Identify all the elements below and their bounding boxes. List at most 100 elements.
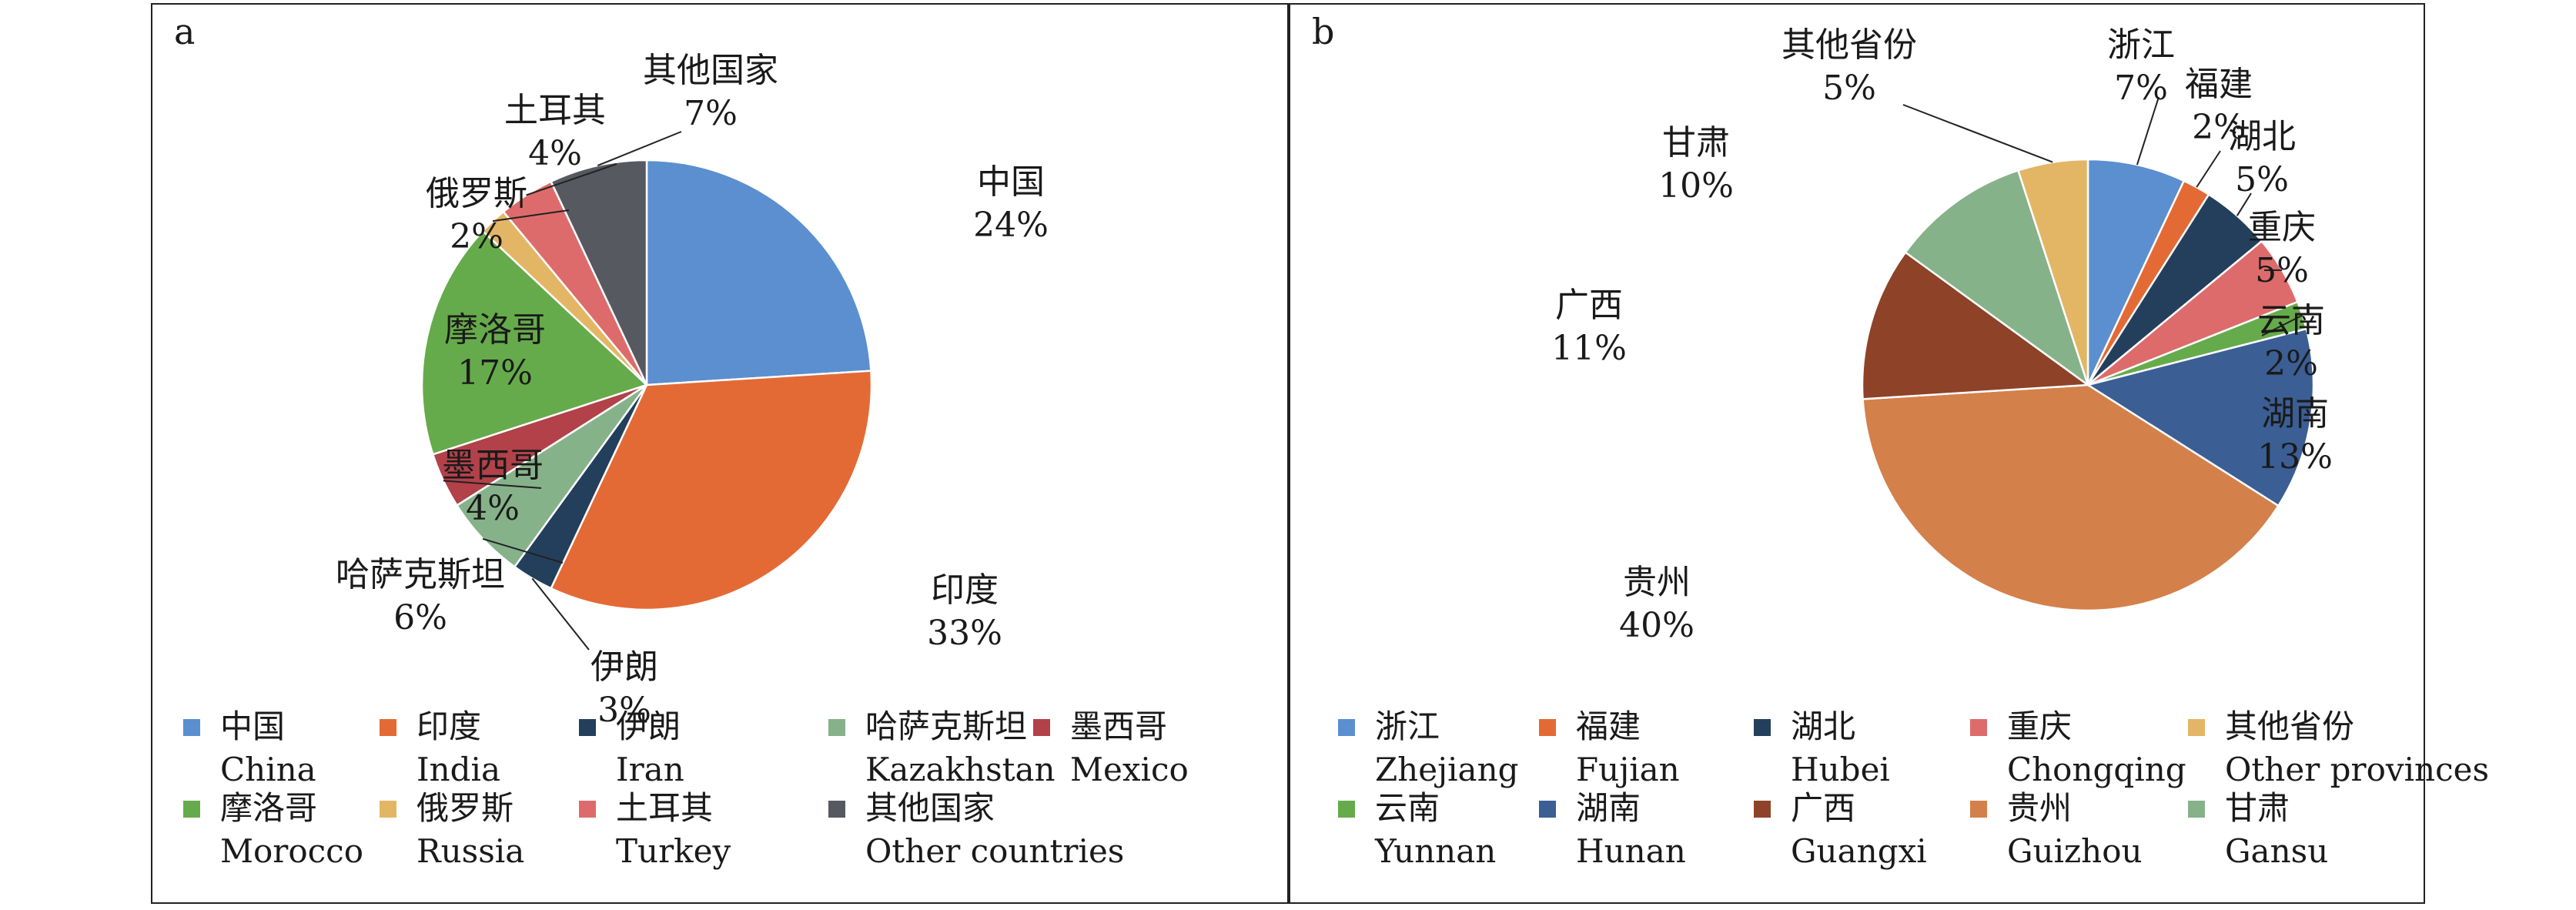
pie-slice-gansu — [1904, 169, 2090, 388]
legend-label-turkey: 土耳其 — [616, 789, 713, 827]
legend-label-guizhou: 贵州 — [2007, 789, 2072, 827]
pie-chart-b: 浙江7% 福建2%湖北5%重庆5%云南2%湖南13%贵州40%广西11%甘肃10%… — [1338, 25, 2489, 870]
slice-label-chongqing: 重庆 — [2248, 208, 2316, 247]
chart-panel-b: b 浙江 7% 福建 2% 湖北 5% 重庆 5% 云南 2% 湖南 13% 贵州 40% 广西 11% 甘肃 1… — [1289, 3, 2489, 904]
legend-label-en-russia: Russia — [417, 832, 524, 870]
legend-swatch-gansu — [2188, 801, 2205, 818]
slice-percent-mexico: 4% — [466, 489, 520, 528]
legend-swatch-mexico — [1033, 719, 1050, 736]
pie-slices-b — [1861, 158, 2315, 612]
slice-label-zhejiang: 浙江 — [2107, 25, 2175, 65]
legend-label-guangxi: 广西 — [1791, 789, 1855, 827]
slice-label-hunan: 湖南 — [2261, 394, 2329, 433]
legend-label-morocco: 摩洛哥 — [220, 789, 317, 827]
slice-percent-hubei: 5% — [2235, 160, 2289, 199]
legend-label-en-yunnan: Yunnan — [1374, 832, 1496, 870]
legend-swatch-morocco — [183, 801, 200, 818]
legend-label-en-other-countries: Other countries — [865, 832, 1124, 870]
legend-label-fujian: 福建 — [1576, 708, 1641, 745]
leader-line-turkey — [526, 163, 617, 196]
leader-line-russia — [492, 209, 570, 222]
legend-label-india: 印度 — [417, 708, 481, 745]
pie-slice-china — [645, 159, 872, 386]
legend-label-hubei: 湖北 — [1791, 708, 1855, 745]
slice-percent-other-countries: 7% — [684, 94, 738, 133]
legend-label-china: 中国 — [220, 708, 285, 745]
legend-swatch-zhejiang — [1338, 719, 1355, 736]
pie-chart-a: 中国24%印度33%伊朗3%哈萨克斯坦6%墨西哥4%摩洛哥17%俄罗斯2%土耳其… — [183, 51, 1189, 870]
slice-label-morocco: 摩洛哥 — [444, 310, 546, 350]
legend-swatch-hunan — [1539, 801, 1556, 818]
slice-label-russia: 俄罗斯 — [426, 174, 527, 213]
legend-a: 中国 China 印度 India 伊朗 Iran 哈萨克斯坦 Kazakhstan 墨西哥 Me… — [183, 708, 1189, 870]
slice-label-gansu: 甘肃 — [1662, 123, 1730, 162]
legend-label-en-morocco: Morocco — [220, 832, 363, 870]
legend-swatch-guizhou — [1970, 801, 1987, 818]
pie-slice-other-provinces — [2016, 158, 2089, 386]
panel-label-b: b — [1312, 11, 1335, 52]
leader-line-other-provinces — [1902, 104, 2053, 163]
legend-label-en-other-provinces: Other provinces — [2225, 751, 2489, 788]
legend-swatch-china — [183, 719, 200, 736]
legend-label-en-hubei: Hubei — [1791, 751, 1890, 788]
slice-percent-yunnan: 2% — [2264, 344, 2318, 383]
legend-label-en-zhejiang: Zhejiang — [1375, 751, 1519, 788]
pie-slices-a — [420, 159, 873, 611]
legend-swatch-hubei — [1754, 719, 1771, 736]
leader-line-kazakhstan — [482, 537, 564, 564]
slice-percent-china: 24% — [973, 206, 1049, 245]
legend-label-en-hunan: Hunan — [1576, 832, 1686, 870]
legend-label-en-turkey: Turkey — [616, 832, 731, 870]
legend-swatch-other-countries — [828, 801, 845, 818]
leader-line-hubei — [2236, 192, 2252, 216]
legend-label-russia: 俄罗斯 — [417, 789, 514, 827]
leader-line-other-countries — [597, 131, 682, 166]
legend-label-mexico: 墨西哥 — [1070, 708, 1167, 745]
legend-swatch-other-provinces — [2188, 719, 2205, 736]
legend-label-chongqing: 重庆 — [2007, 708, 2072, 745]
slice-percent-turkey: 4% — [528, 134, 582, 173]
legend-label-en-guizhou: Guizhou — [2007, 832, 2143, 870]
slice-label-turkey: 土耳其 — [504, 91, 606, 130]
legend-swatch-kazakhstan — [828, 719, 845, 736]
slice-label-china: 中国 — [977, 162, 1045, 202]
slice-percent-russia: 2% — [450, 217, 503, 256]
slice-label-guizhou: 贵州 — [1623, 563, 1691, 602]
legend-label-en-china: China — [220, 751, 316, 788]
pie-slice-zhejiang — [2086, 158, 2186, 386]
legend-swatch-yunnan — [1338, 801, 1355, 818]
slice-percent-kazakhstan: 6% — [393, 598, 447, 637]
leader-line-iran — [531, 577, 590, 651]
legend-swatch-india — [380, 719, 396, 736]
pie-slice-guizhou — [1862, 383, 2280, 612]
legend-label-zhejiang: 浙江 — [1375, 708, 1440, 745]
slice-percent-iran: 3% — [597, 691, 651, 730]
slice-percent-zhejiang: 7% — [2114, 69, 2168, 108]
leader-line-yunnan — [2261, 314, 2303, 336]
slice-percent-fujian: 2% — [2192, 108, 2246, 147]
legend-swatch-iran — [579, 719, 596, 736]
slice-label-kazakhstan: 哈萨克斯坦 — [336, 555, 505, 594]
legend-label-en-mexico: Mexico — [1070, 751, 1189, 788]
legend-label-en-kazakhstan: Kazakhstan — [865, 751, 1055, 788]
legend-label-en-chongqing: Chongqing — [2007, 751, 2186, 788]
slice-label-iran: 伊朗 — [590, 647, 658, 687]
legend-swatch-guangxi — [1754, 801, 1771, 818]
legend-label-en-guangxi: Guangxi — [1791, 832, 1927, 870]
legend-swatch-chongqing — [1970, 719, 1987, 736]
slice-label-yunnan: 云南 — [2257, 301, 2325, 340]
slice-percent-morocco: 17% — [457, 353, 533, 393]
slice-label-india: 印度 — [931, 570, 999, 610]
legend-label-iran: 伊朗 — [616, 708, 681, 745]
legend-swatch-russia — [380, 801, 396, 818]
legend-label-other-countries: 其他国家 — [865, 789, 995, 827]
panel-label-a: a — [174, 11, 196, 52]
slice-label-hubei: 湖北 — [2228, 117, 2296, 156]
slice-label-other-countries: 其他国家 — [643, 51, 778, 90]
slice-label-guangxi: 广西 — [1555, 286, 1623, 325]
leader-line-fujian — [2196, 150, 2221, 188]
legend-label-en-iran: Iran — [616, 751, 684, 788]
legend-label-en-fujian: Fujian — [1576, 751, 1680, 788]
pie-slice-india — [550, 370, 873, 611]
legend-swatch-turkey — [579, 801, 596, 818]
